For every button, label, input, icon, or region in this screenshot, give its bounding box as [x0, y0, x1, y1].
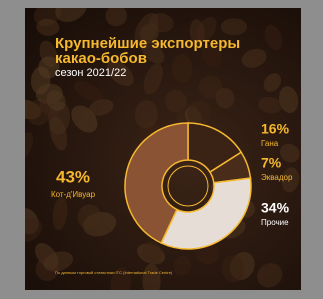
source-note: По данным торговой статистики ITC (Inter…	[55, 270, 172, 275]
category-label: Гана	[261, 139, 279, 148]
category-label: Кот-д'Ивуар	[51, 190, 96, 199]
inner-ring	[168, 166, 208, 206]
value-label: 34%	[261, 200, 290, 216]
category-label: Прочие	[261, 218, 289, 227]
value-label: 7%	[261, 155, 282, 171]
chart: 16% Гана 7% Эквадор 34% Прочие 43% Кот-д'Ивуар	[25, 8, 301, 290]
value-label: 43%	[56, 167, 90, 186]
category-label: Эквадор	[261, 173, 293, 182]
value-label: 16%	[261, 121, 290, 137]
page: {"chart_data": {"type": "pie", "title": …	[0, 0, 323, 299]
infographic: Крупнейшие экспортеры какао-бобов сезон …	[25, 8, 301, 290]
